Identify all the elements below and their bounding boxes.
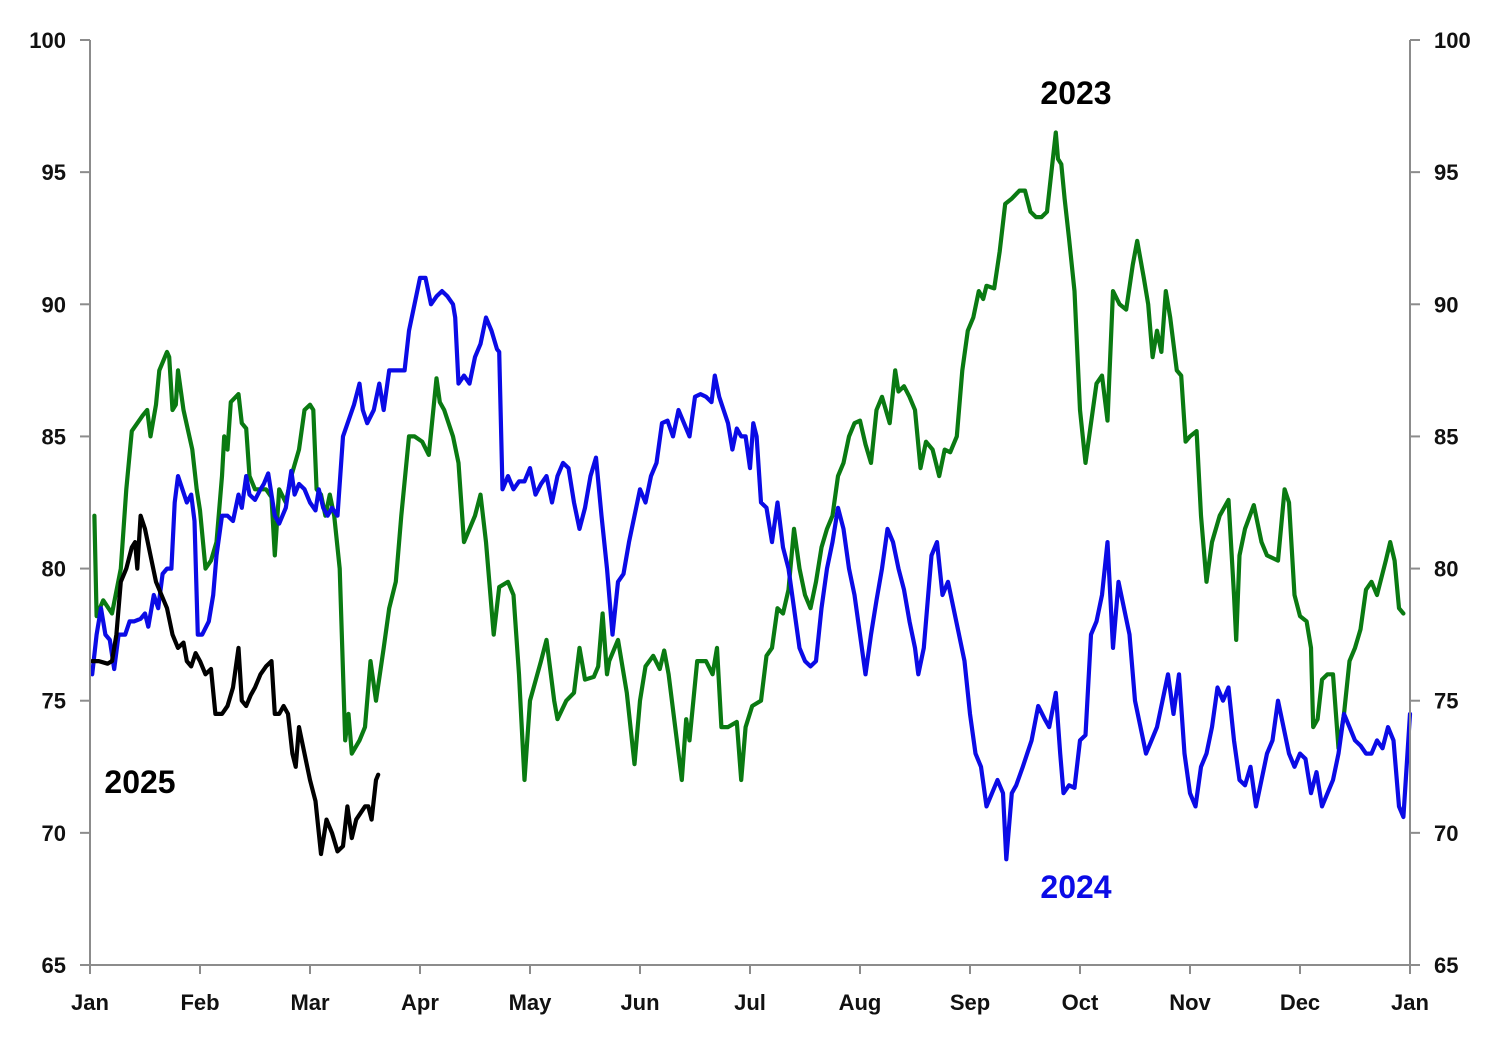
x-tick-label: Jul bbox=[734, 990, 766, 1015]
y-tick-label-left: 80 bbox=[42, 557, 66, 582]
y-tick-label-right: 65 bbox=[1434, 953, 1458, 978]
y-tick-label-right: 90 bbox=[1434, 292, 1458, 317]
x-tick-label: Apr bbox=[401, 990, 439, 1015]
y-tick-label-right: 85 bbox=[1434, 424, 1458, 449]
series-line-2025 bbox=[90, 513, 381, 857]
x-tick-label: Nov bbox=[1169, 990, 1211, 1015]
series-label-2024: 2024 bbox=[1040, 869, 1111, 905]
y-tick-label-right: 70 bbox=[1434, 821, 1458, 846]
y-tick-label-right: 80 bbox=[1434, 557, 1458, 582]
x-tick-label: Aug bbox=[839, 990, 882, 1015]
x-tick-label: Oct bbox=[1062, 990, 1099, 1015]
x-tick-label: Sep bbox=[950, 990, 990, 1015]
series-label-2025: 2025 bbox=[104, 764, 175, 800]
x-tick-label: Feb bbox=[180, 990, 219, 1015]
x-tick-label: Jun bbox=[620, 990, 659, 1015]
y-tick-label-right: 75 bbox=[1434, 689, 1458, 714]
series-layer bbox=[90, 130, 1413, 862]
y-tick-label-left: 90 bbox=[42, 292, 66, 317]
y-tick-label-left: 70 bbox=[42, 821, 66, 846]
x-tick-label: Jan bbox=[71, 990, 109, 1015]
series-label-2023: 2023 bbox=[1040, 75, 1111, 111]
y-tick-label-right: 95 bbox=[1434, 160, 1458, 185]
y-tick-label-left: 75 bbox=[42, 689, 66, 714]
y-tick-label-left: 100 bbox=[29, 28, 66, 53]
annotation-layer: 2023 2024 2025 bbox=[104, 75, 1111, 905]
y-tick-label-left: 65 bbox=[42, 953, 66, 978]
series-line-2024 bbox=[90, 275, 1413, 862]
x-tick-label: Jan bbox=[1391, 990, 1429, 1015]
x-tick-label: May bbox=[509, 990, 553, 1015]
y-tick-label-right: 100 bbox=[1434, 28, 1471, 53]
y-tick-label-left: 85 bbox=[42, 424, 66, 449]
series-line-2023 bbox=[92, 130, 1406, 783]
y-tick-label-left: 95 bbox=[42, 160, 66, 185]
x-tick-label: Mar bbox=[290, 990, 330, 1015]
x-tick-label: Dec bbox=[1280, 990, 1320, 1015]
